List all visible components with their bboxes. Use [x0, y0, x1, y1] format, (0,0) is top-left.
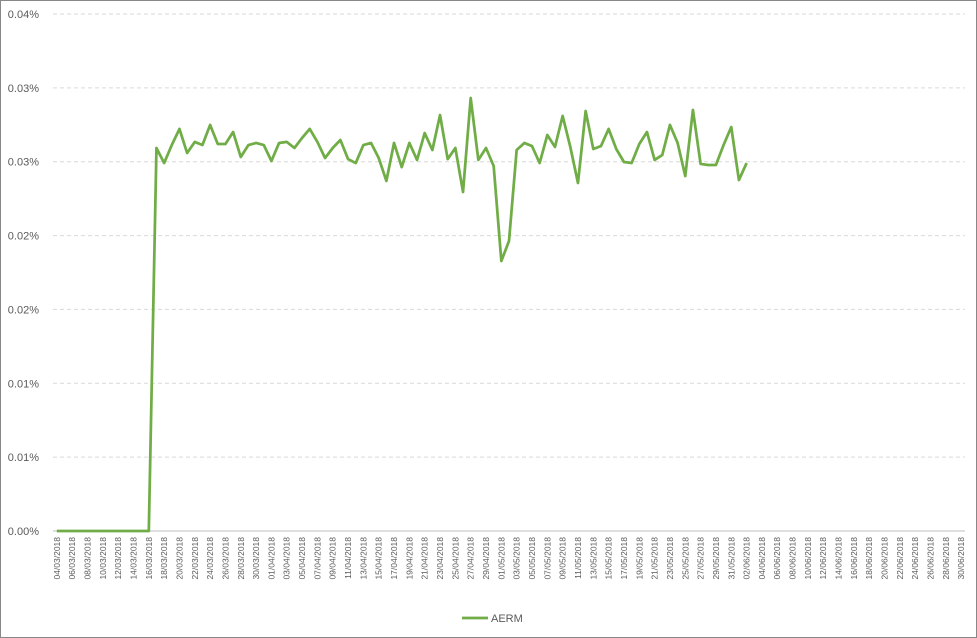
x-tick-label: 08/03/2018 — [82, 537, 92, 580]
x-tick-label: 25/05/2018 — [680, 537, 690, 580]
x-tick-label: 02/06/2018 — [742, 537, 752, 580]
x-tick-label: 17/04/2018 — [389, 537, 399, 580]
x-tick-label: 05/04/2018 — [297, 537, 307, 580]
x-tick-label: 09/05/2018 — [558, 537, 568, 580]
x-tick-label: 28/06/2018 — [941, 537, 951, 580]
x-tick-label: 24/03/2018 — [205, 537, 215, 580]
x-tick-label: 09/04/2018 — [328, 537, 338, 580]
legend-label: AERM — [491, 613, 523, 625]
x-tick-label: 24/06/2018 — [910, 537, 920, 580]
x-tick-label: 05/05/2018 — [527, 537, 537, 580]
x-tick-label: 23/05/2018 — [665, 537, 675, 580]
x-tick-label: 07/04/2018 — [312, 537, 322, 580]
x-tick-label: 30/03/2018 — [251, 537, 261, 580]
y-tick-label: 0.02% — [8, 231, 39, 243]
x-tick-label: 14/03/2018 — [128, 537, 138, 580]
x-tick-label: 21/04/2018 — [420, 537, 430, 580]
x-tick-label: 13/05/2018 — [588, 537, 598, 580]
x-tick-label: 15/05/2018 — [604, 537, 614, 580]
x-tick-label: 15/04/2018 — [374, 537, 384, 580]
x-tick-label: 01/05/2018 — [496, 537, 506, 580]
x-tick-label: 22/06/2018 — [895, 537, 905, 580]
x-tick-label: 11/05/2018 — [573, 537, 583, 579]
x-tick-label: 16/03/2018 — [144, 537, 154, 580]
x-tick-label: 20/06/2018 — [880, 537, 890, 580]
x-tick-label: 19/05/2018 — [634, 537, 644, 580]
x-tick-label: 10/06/2018 — [803, 537, 813, 580]
x-tick-label: 18/06/2018 — [864, 537, 874, 580]
x-tick-label: 16/06/2018 — [849, 537, 859, 580]
x-tick-label: 18/03/2018 — [159, 537, 169, 580]
x-tick-label: 11/04/2018 — [343, 537, 353, 579]
x-tick-label: 12/03/2018 — [113, 537, 123, 580]
x-tick-label: 26/06/2018 — [926, 537, 936, 580]
x-tick-label: 06/03/2018 — [67, 537, 77, 580]
x-tick-label: 27/05/2018 — [696, 537, 706, 580]
x-tick-label: 28/03/2018 — [236, 537, 246, 580]
x-tick-label: 26/03/2018 — [220, 537, 230, 580]
x-tick-label: 23/04/2018 — [435, 537, 445, 580]
x-tick-label: 14/06/2018 — [834, 537, 844, 580]
x-tick-label: 27/04/2018 — [466, 537, 476, 580]
x-tick-label: 29/05/2018 — [711, 537, 721, 580]
y-tick-label: 0.04% — [8, 9, 39, 21]
x-tick-label: 04/06/2018 — [757, 537, 767, 580]
y-tick-label: 0.01% — [8, 452, 39, 464]
x-tick-label: 21/05/2018 — [650, 537, 660, 580]
x-tick-label: 01/04/2018 — [266, 537, 276, 580]
y-tick-label: 0.03% — [8, 83, 39, 95]
x-tick-label: 13/04/2018 — [358, 537, 368, 580]
x-tick-label: 07/05/2018 — [542, 537, 552, 580]
x-tick-label: 31/05/2018 — [726, 537, 736, 580]
x-tick-label: 12/06/2018 — [818, 537, 828, 580]
y-tick-label: 0.02% — [8, 304, 39, 316]
x-tick-label: 03/04/2018 — [282, 537, 292, 580]
x-tick-label: 10/03/2018 — [98, 537, 108, 580]
x-tick-label: 19/04/2018 — [404, 537, 414, 580]
y-tick-label: 0.01% — [8, 378, 39, 390]
x-tick-label: 29/04/2018 — [481, 537, 491, 580]
x-tick-label: 06/06/2018 — [772, 537, 782, 580]
x-tick-label: 08/06/2018 — [788, 537, 798, 580]
x-tick-label: 20/03/2018 — [174, 537, 184, 580]
x-tick-label: 25/04/2018 — [450, 537, 460, 580]
y-tick-label: 0.00% — [8, 526, 39, 538]
x-tick-label: 22/03/2018 — [190, 537, 200, 580]
x-tick-label: 04/03/2018 — [52, 537, 62, 580]
x-tick-label: 03/05/2018 — [512, 537, 522, 580]
data-line — [56, 96, 748, 533]
y-tick-label: 0.03% — [8, 157, 39, 169]
x-tick-label: 30/06/2018 — [956, 537, 966, 580]
x-tick-label: 17/05/2018 — [619, 537, 629, 580]
